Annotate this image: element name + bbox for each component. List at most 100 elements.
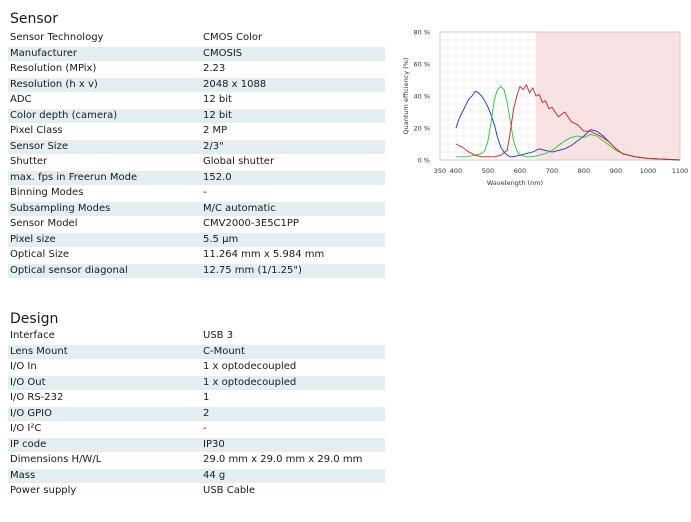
spec-label: Mass [8, 468, 197, 484]
spec-label: Pixel size [8, 232, 197, 248]
spec-label: Sensor Model [8, 216, 197, 232]
design-section-title: Design [10, 311, 59, 327]
spec-value: 29.0 mm x 29.0 mm x 29.0 mm [197, 452, 385, 468]
spec-value: - [197, 421, 385, 437]
spec-row: Manufacturer CMOSIS [8, 46, 385, 62]
spec-row: I/O Out 1 x optodecoupled [8, 375, 385, 391]
spec-row: Optical Size 11.264 mm x 5.984 mm [8, 247, 385, 263]
spec-row: Interface USB 3 [8, 329, 385, 344]
spec-label: Power supply [8, 483, 197, 499]
spec-row: Pixel Class 2 MP [8, 123, 385, 139]
spec-value: 2 MP [197, 123, 385, 139]
spec-label: Resolution (h x v) [8, 77, 197, 93]
spec-value: 1 x optodecoupled [197, 359, 385, 375]
spec-row: Resolution (h x v) 2048 x 1088 [8, 77, 385, 93]
spec-label: Optical sensor diagonal [8, 263, 197, 279]
x-tick-label: 800 [578, 167, 590, 175]
spec-row: Color depth (camera) 12 bit [8, 108, 385, 124]
spec-value: 1 x optodecoupled [197, 375, 385, 391]
spec-label: max. fps in Freerun Mode [8, 170, 197, 186]
spec-label: Binning Modes [8, 185, 197, 201]
spec-value: 12.75 mm (1/1.25") [197, 263, 385, 279]
y-tick-label: 60 % [413, 60, 430, 68]
spec-row: Sensor Size 2/3" [8, 139, 385, 155]
spec-label: Lens Mount [8, 344, 197, 360]
chart-grid [439, 31, 681, 161]
y-tick-label: 20 % [413, 124, 430, 132]
chart-series [455, 83, 681, 161]
spec-row: Binning Modes - [8, 185, 385, 201]
spec-row: I/O GPIO 2 [8, 406, 385, 422]
spec-value: 152.0 [197, 170, 385, 186]
design-spec-table: Interface USB 3 Lens Mount C-Mount I/O In 1 x… [8, 329, 385, 500]
spec-value: USB Cable [197, 483, 385, 499]
spec-row: I/O In 1 x optodecoupled [8, 359, 385, 375]
spec-label: Sensor Technology [8, 31, 197, 46]
spec-value: Global shutter [197, 154, 385, 170]
spec-label: Pixel Class [8, 123, 197, 139]
y-tick-label: 40 % [413, 92, 430, 100]
spec-value: 2/3" [197, 139, 385, 155]
spec-value: CMOSIS [197, 46, 385, 62]
spec-row: I/O RS-232 1 [8, 390, 385, 406]
x-tick-label: 350 [434, 167, 446, 175]
chart-ticks: 350 400 500 600 700 800 900 1000 1100 0 % 20 % 40 %… [413, 28, 688, 175]
spec-label: Subsampling Modes [8, 201, 197, 217]
x-tick-label: 1000 [640, 167, 657, 175]
spec-label: I/O In [8, 359, 197, 375]
series-line-2 [455, 83, 681, 161]
spec-value: C-Mount [197, 344, 385, 360]
spec-row: Pixel size 5.5 µm [8, 232, 385, 248]
spec-value: 12 bit [197, 92, 385, 108]
spec-value: 44 g [197, 468, 385, 484]
spec-value: M/C automatic [197, 201, 385, 217]
spec-row: Sensor Model CMV2000-3E5C1PP [8, 216, 385, 232]
spec-row: Dimensions H/W/L 29.0 mm x 29.0 mm x 29.0… [8, 452, 385, 468]
spec-value: 12 bit [197, 108, 385, 124]
spec-label: IP code [8, 437, 197, 453]
spec-value: USB 3 [197, 329, 385, 344]
x-tick-label: 900 [610, 167, 622, 175]
spec-label: Interface [8, 329, 197, 344]
spec-value: CMOS Color [197, 31, 385, 46]
spec-label: Sensor Size [8, 139, 197, 155]
spec-row: Sensor Technology CMOS Color [8, 31, 385, 46]
sensor-spec-table: Sensor Technology CMOS Color Manufacturer C… [8, 31, 385, 279]
y-tick-label: 80 % [413, 28, 430, 36]
spec-label: Dimensions H/W/L [8, 452, 197, 468]
spec-value: CMV2000-3E5C1PP [197, 216, 385, 232]
spec-label: Shutter [8, 154, 197, 170]
x-axis-label: Wavelength (nm) [487, 179, 543, 187]
spec-label: I/O GPIO [8, 406, 197, 422]
y-axis-label: Quantum efficiency (%) [402, 58, 410, 135]
x-tick-label: 1100 [672, 167, 688, 175]
spec-value: 5.5 µm [197, 232, 385, 248]
spec-row: Shutter Global shutter [8, 154, 385, 170]
spec-row: Power supply USB Cable [8, 483, 385, 499]
spec-row: IP code IP30 [8, 437, 385, 453]
x-tick-label: 700 [546, 167, 558, 175]
spec-label: I/O I²C [8, 421, 197, 437]
spec-row: ADC 12 bit [8, 92, 385, 108]
spec-row: Optical sensor diagonal 12.75 mm (1/1.25"… [8, 263, 385, 279]
spec-label: Color depth (camera) [8, 108, 197, 124]
x-tick-label: 400 [450, 167, 462, 175]
spec-label: I/O RS-232 [8, 390, 197, 406]
spec-row: max. fps in Freerun Mode 152.0 [8, 170, 385, 186]
spec-value: - [197, 185, 385, 201]
spec-label: ADC [8, 92, 197, 108]
spec-value: 1 [197, 390, 385, 406]
spec-value: 2.23 [197, 61, 385, 77]
spec-row: Resolution (MPix) 2.23 [8, 61, 385, 77]
spec-value: 2048 x 1088 [197, 77, 385, 93]
spec-row: Mass 44 g [8, 468, 385, 484]
x-tick-label: 500 [482, 167, 494, 175]
sensor-section-title: Sensor [10, 11, 58, 27]
spec-label: Optical Size [8, 247, 197, 263]
spec-row: Lens Mount C-Mount [8, 344, 385, 360]
spec-row: Subsampling Modes M/C automatic [8, 201, 385, 217]
quantum-efficiency-chart: 350 400 500 600 700 800 900 1000 1100 0 % 20 % 40 %… [398, 24, 688, 194]
spec-label: Manufacturer [8, 46, 197, 62]
spec-row: I/O I²C - [8, 421, 385, 437]
y-tick-label: 0 % [418, 156, 430, 164]
